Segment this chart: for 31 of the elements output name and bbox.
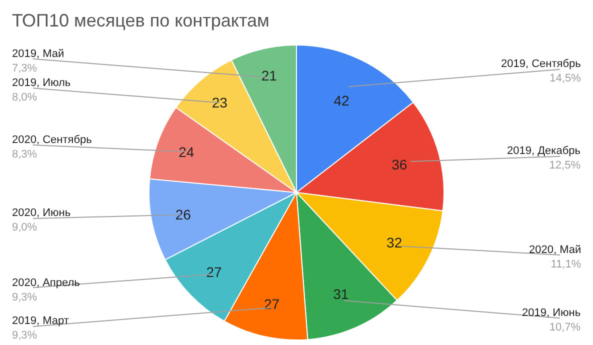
data-label: 36 [392,156,408,172]
slice-label: 2019, Сентябрь [501,58,582,70]
slice-label: 2020, Июнь [12,207,71,219]
data-label: 42 [334,92,350,109]
data-label: 21 [261,67,278,84]
data-label: 27 [264,296,280,312]
data-label: 31 [333,286,349,302]
text: 8,0% [12,91,38,104]
text: 7,3% [12,62,38,74]
data-label: 27 [206,264,222,280]
text: 9,0% [12,221,38,234]
slice-label: 2019, Июнь [522,307,581,319]
text: 11,1% [550,258,582,270]
text: 8,3% [12,148,38,160]
text: 14,5% [550,72,582,84]
slice-label: 2019, Декабрь [507,145,581,157]
slice-label: 2020, Сентябрь [12,134,92,146]
slice-label: 2020, Апрель [12,277,80,289]
data-label: 24 [178,144,194,160]
slice-label: 2019, Май [12,48,64,60]
slice-label: 2019, Июль [12,77,71,89]
chart-title: ТОП10 месяцев по контрактам [12,10,270,30]
data-label: 23 [212,94,228,111]
text: 9,3% [12,291,38,304]
text: 12,5% [549,159,581,172]
text: 9,3% [12,329,38,342]
data-label: 32 [386,234,402,251]
slice-label: 2019, Март [12,315,69,327]
slice-label: 2020, Май [529,244,582,256]
data-label: 26 [175,206,192,222]
text: 10,7% [549,321,581,334]
